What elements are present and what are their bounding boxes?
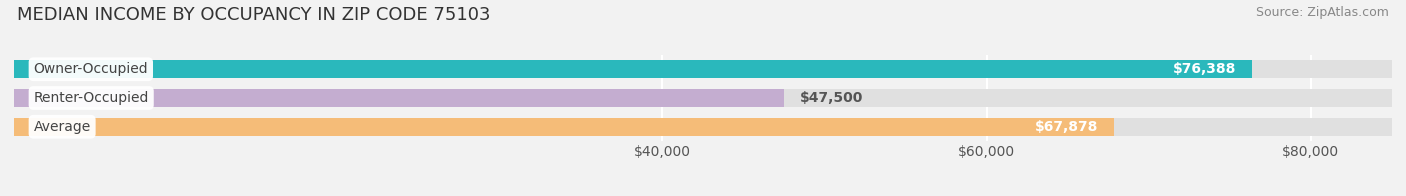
Bar: [14, 89, 1392, 107]
Bar: [14, 60, 1392, 78]
Text: Renter-Occupied: Renter-Occupied: [34, 91, 149, 105]
Text: $67,878: $67,878: [1035, 120, 1098, 134]
Text: $76,388: $76,388: [1173, 62, 1236, 76]
Text: Average: Average: [34, 120, 91, 134]
Bar: [14, 89, 785, 107]
Bar: [14, 118, 1115, 136]
Text: Source: ZipAtlas.com: Source: ZipAtlas.com: [1256, 6, 1389, 19]
Bar: [14, 60, 1253, 78]
Bar: [14, 118, 1392, 136]
Text: Owner-Occupied: Owner-Occupied: [34, 62, 148, 76]
Text: $47,500: $47,500: [800, 91, 863, 105]
Text: MEDIAN INCOME BY OCCUPANCY IN ZIP CODE 75103: MEDIAN INCOME BY OCCUPANCY IN ZIP CODE 7…: [17, 6, 491, 24]
